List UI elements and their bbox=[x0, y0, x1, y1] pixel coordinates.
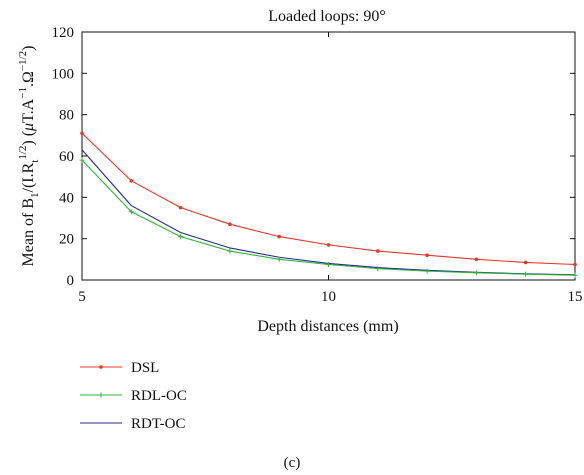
legend-item-dsl: DSL bbox=[80, 360, 159, 376]
legend-label: RDT-OC bbox=[131, 416, 185, 432]
legend-marker bbox=[99, 365, 103, 369]
x-tick-label: 10 bbox=[321, 289, 336, 305]
series-line-rdl-oc bbox=[81, 159, 576, 276]
y-label-sup3: −1 bbox=[17, 87, 29, 99]
y-label-sub1: 1 bbox=[29, 193, 41, 199]
data-point-rdl-oc bbox=[276, 256, 282, 262]
y-tick-label: 60 bbox=[59, 149, 74, 165]
data-point-dsl bbox=[425, 253, 429, 257]
y-label-prefix: Mean of B bbox=[20, 198, 37, 266]
legend-item-rdt-oc: RDT-OC bbox=[80, 416, 185, 432]
y-label-sup2: 1/2 bbox=[17, 146, 29, 160]
legend: DSL RDL-OC RDT-OC bbox=[80, 360, 187, 432]
data-point-rdl-oc bbox=[178, 234, 184, 240]
data-point-dsl bbox=[277, 234, 282, 239]
data-point-dsl bbox=[523, 260, 528, 265]
data-point-rdl-oc bbox=[128, 209, 134, 215]
y-label-sub2: t bbox=[29, 160, 41, 163]
data-point-rdl-oc bbox=[326, 262, 331, 267]
y-axis: 0 20 40 60 80 100 120 bbox=[52, 25, 575, 289]
data-point-dsl bbox=[178, 205, 183, 210]
data-point-dsl bbox=[80, 131, 84, 136]
y-tick-label: 40 bbox=[59, 190, 74, 206]
series-line-rdt-oc bbox=[81, 149, 576, 276]
y-axis-label: Mean of B1/(I.Rt1/2) (μT.A−1.Ω−1/2) bbox=[17, 46, 41, 267]
y-label-mid1: /(I.R bbox=[20, 162, 37, 192]
x-axis-label: Depth distances (mm) bbox=[257, 318, 398, 335]
data-point-dsl bbox=[326, 243, 331, 247]
figure-caption: (c) bbox=[284, 455, 301, 471]
data-point-dsl bbox=[129, 179, 134, 183]
y-label-mu: μ bbox=[20, 123, 37, 132]
data-point-dsl bbox=[573, 262, 577, 267]
data-point-rdl-oc bbox=[523, 271, 529, 277]
y-label-sup4: −1/2 bbox=[17, 51, 29, 71]
y-label-mid2: ) ( bbox=[20, 131, 37, 146]
x-tick-label: 5 bbox=[78, 289, 86, 305]
data-point-rdl-oc bbox=[424, 268, 430, 274]
data-point-rdl-oc bbox=[375, 266, 381, 272]
legend-label: DSL bbox=[131, 360, 159, 376]
y-tick-label: 80 bbox=[59, 108, 74, 124]
y-tick-label: 100 bbox=[52, 66, 75, 82]
y-tick-label: 120 bbox=[52, 25, 75, 41]
data-point-rdl-oc bbox=[227, 248, 233, 254]
y-tick-label: 0 bbox=[67, 273, 75, 289]
data-point-dsl bbox=[228, 222, 232, 226]
data-point-rdl-oc bbox=[79, 157, 85, 163]
legend-label: RDL-OC bbox=[131, 388, 187, 404]
legend-item-rdl-oc: RDL-OC bbox=[80, 388, 187, 404]
plot-area bbox=[79, 131, 578, 278]
chart-title: Loaded loops: 90° bbox=[268, 8, 386, 25]
x-tick-label: 15 bbox=[568, 289, 583, 305]
data-point-dsl bbox=[376, 249, 380, 253]
legend-marker bbox=[98, 392, 104, 398]
y-label-mid3: T.A bbox=[20, 98, 37, 123]
x-axis: 5 10 15 bbox=[78, 32, 583, 305]
y-label-mid4: .Ω bbox=[20, 71, 37, 87]
plot-frame bbox=[81, 31, 576, 281]
y-tick-label: 20 bbox=[59, 232, 74, 248]
data-point-rdl-oc bbox=[572, 272, 578, 278]
y-label-end: ) bbox=[20, 46, 37, 51]
data-point-rdl-oc bbox=[473, 270, 479, 276]
data-point-dsl bbox=[474, 257, 479, 262]
